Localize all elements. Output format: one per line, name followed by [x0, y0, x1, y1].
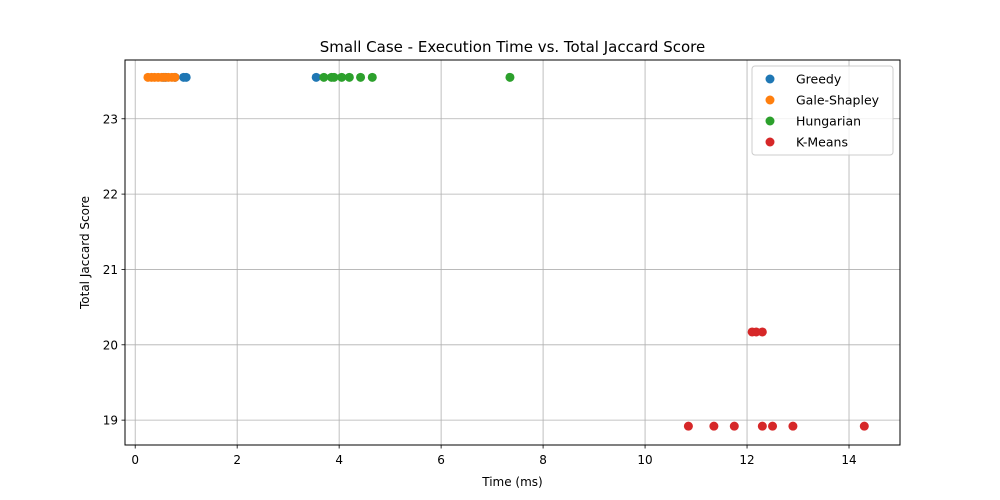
data-point: [329, 72, 339, 82]
x-tick-label: 6: [437, 453, 445, 467]
data-point: [683, 421, 693, 431]
data-point: [170, 72, 180, 82]
y-tick-label: 20: [103, 338, 118, 352]
legend-label: Gale-Shapley: [796, 93, 880, 108]
legend-box: [751, 65, 894, 156]
legend-marker: [765, 116, 775, 126]
legend-label: Greedy: [796, 72, 842, 87]
data-point: [788, 421, 798, 431]
data-point: [367, 72, 377, 82]
x-tick-label: 10: [637, 453, 652, 467]
data-point: [757, 327, 767, 337]
x-tick-label: 0: [131, 453, 139, 467]
y-axis-label: Total Jaccard Score: [78, 196, 92, 310]
legend: Greedy Gale-Shapley Hungarian K-Means: [751, 65, 894, 156]
y-tick-label: 21: [103, 263, 118, 277]
data-point: [181, 72, 191, 82]
axis-ticks: 0 2 4 6 8 10 12 14 19 20 21 22 23: [103, 112, 857, 467]
data-point: [768, 421, 778, 431]
data-points: [143, 72, 869, 431]
data-point: [344, 72, 354, 82]
data-point: [757, 421, 767, 431]
y-tick-label: 23: [103, 112, 118, 126]
plot-frame: [124, 59, 901, 446]
legend-marker: [765, 137, 775, 147]
data-point: [319, 72, 329, 82]
legend-label: K-Means: [796, 135, 848, 150]
data-point: [337, 72, 347, 82]
data-point: [356, 72, 366, 82]
data-point: [709, 421, 719, 431]
data-point: [505, 72, 515, 82]
chart-title: Small Case - Execution Time vs. Total Ja…: [320, 38, 705, 56]
x-axis-label: Time (ms): [481, 475, 543, 489]
data-point: [729, 421, 739, 431]
y-tick-label: 22: [103, 188, 118, 202]
legend-marker: [765, 95, 775, 105]
x-tick-label: 14: [841, 453, 856, 467]
legend-label: Hungarian: [796, 114, 861, 129]
data-point: [311, 72, 321, 82]
x-tick-label: 8: [539, 453, 547, 467]
x-tick-label: 4: [335, 453, 343, 467]
y-tick-label: 19: [103, 414, 118, 428]
x-tick-label: 12: [739, 453, 754, 467]
data-point: [859, 421, 869, 431]
legend-marker: [765, 74, 775, 84]
x-tick-label: 2: [233, 453, 241, 467]
